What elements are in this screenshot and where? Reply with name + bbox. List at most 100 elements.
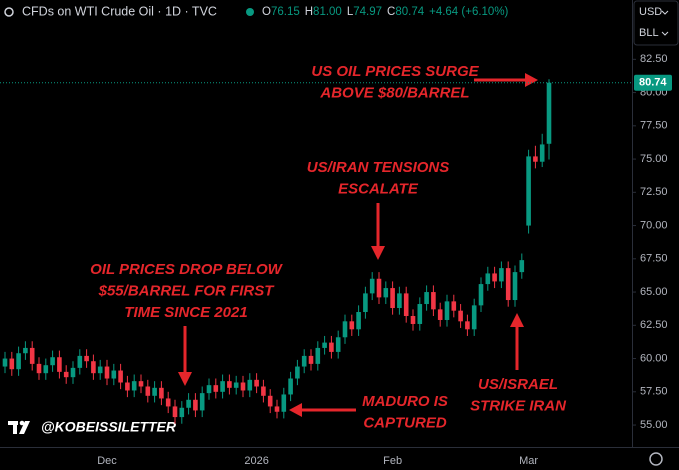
candle-body (50, 357, 55, 366)
quote-label: L (347, 6, 354, 18)
candle-body (9, 358, 15, 370)
candle-body (193, 399, 198, 411)
candle-body (145, 386, 151, 396)
candle-body (16, 353, 21, 370)
candle-body (23, 347, 28, 354)
candle-body (220, 381, 225, 392)
y-tick-label: 60.00 (640, 352, 668, 364)
candle-body (261, 386, 266, 396)
candle-body (369, 278, 375, 294)
candle-body (356, 312, 361, 330)
candle-body (77, 355, 83, 368)
annotation: US/IRAN TENSIONS (307, 159, 450, 176)
candle-body (267, 395, 273, 407)
annotation: ESCALATE (338, 180, 419, 197)
annotation: US OIL PRICES SURGE (311, 63, 479, 80)
quote-label: H (305, 6, 313, 18)
candle-body (84, 355, 89, 362)
quote-label: C (387, 6, 395, 18)
candle-body (288, 378, 293, 395)
candle-body (206, 385, 212, 394)
candle-body (342, 321, 348, 338)
candle-body (492, 273, 497, 282)
candle-body (444, 301, 450, 320)
candle-body (111, 370, 117, 379)
candle-body (403, 293, 409, 316)
candle-body (390, 288, 395, 309)
candle-body (512, 272, 518, 301)
candle-body (431, 292, 436, 310)
settings-icon[interactable] (649, 452, 663, 466)
candle-body (70, 367, 76, 378)
quote-change: +4.64 (+6.10%) (429, 6, 508, 18)
y-tick-label: 70.00 (640, 219, 668, 231)
symbol-icon (4, 7, 14, 17)
candle-body (329, 342, 334, 352)
quote-value: 74.97 (353, 6, 382, 18)
candle-body (471, 305, 477, 330)
annotation: MADURO IS (362, 393, 448, 410)
candle-body (63, 371, 69, 378)
candle-body (247, 379, 253, 391)
candle-body (533, 156, 538, 162)
candle-body (526, 156, 531, 226)
candle-body (519, 260, 525, 273)
y-tick-label: 55.00 (640, 419, 668, 431)
currency[interactable]: USD (639, 6, 662, 18)
candle-body (383, 288, 389, 298)
y-tick-label: 65.00 (640, 286, 668, 298)
candle-body (179, 407, 185, 418)
annotation: STRIKE IRAN (470, 397, 567, 414)
candle-body (437, 309, 443, 320)
candle-body (138, 381, 144, 387)
candle-body (172, 406, 178, 418)
candle-body (397, 293, 402, 309)
last-price-badge (634, 74, 672, 91)
candle-body (29, 347, 35, 364)
candle-body (458, 310, 463, 322)
candle-body (335, 337, 341, 352)
candle-body (36, 363, 42, 374)
candle-body (363, 293, 368, 313)
quote-value: 76.15 (271, 6, 300, 18)
candle-body (417, 304, 423, 324)
candle-body (199, 393, 205, 411)
candle-body (125, 382, 130, 391)
candle-body (165, 398, 171, 407)
candle-body (295, 366, 300, 379)
x-tick-label: Dec (97, 455, 117, 467)
candle-body (152, 387, 157, 396)
candle-body (254, 379, 259, 387)
ohlc-quote: O76.15 H81.00 L74.97 C80.74 +4.64 (+6.10%) (262, 6, 509, 18)
candle-body (233, 382, 239, 388)
candle-body (451, 301, 457, 311)
chart-title: CFDs on WTI Crude Oil · 1D · TVC (22, 4, 217, 18)
annotation: $55/BARREL FOR FIRST (98, 282, 276, 299)
market-status (246, 8, 254, 16)
y-tick-label: 67.50 (640, 253, 668, 265)
annotation: CAPTURED (363, 414, 447, 431)
y-tick-label: 62.50 (640, 319, 668, 331)
candle-body (546, 82, 552, 144)
candle-body (465, 321, 470, 330)
annotation: OIL PRICES DROP BELOW (90, 261, 284, 278)
annotation: US/ISRAEL (478, 376, 558, 393)
candle-body (57, 357, 62, 372)
x-tick-label: Mar (519, 455, 538, 467)
annotation: ABOVE $80/BARREL (319, 84, 469, 101)
candle-body (478, 284, 484, 306)
candle-body (424, 292, 429, 305)
quote-label: O (262, 6, 271, 18)
x-tick-label: Feb (383, 455, 402, 467)
candle-body (281, 394, 287, 412)
unit[interactable]: BLL (639, 27, 659, 39)
y-tick-label: 77.50 (640, 120, 668, 132)
candle-body (485, 273, 491, 285)
candle-body (97, 366, 103, 374)
candle-body (301, 355, 307, 367)
candle-body (274, 406, 280, 412)
candle-body (315, 347, 321, 364)
y-tick-label: 75.00 (640, 153, 668, 165)
candle-body (104, 366, 110, 379)
